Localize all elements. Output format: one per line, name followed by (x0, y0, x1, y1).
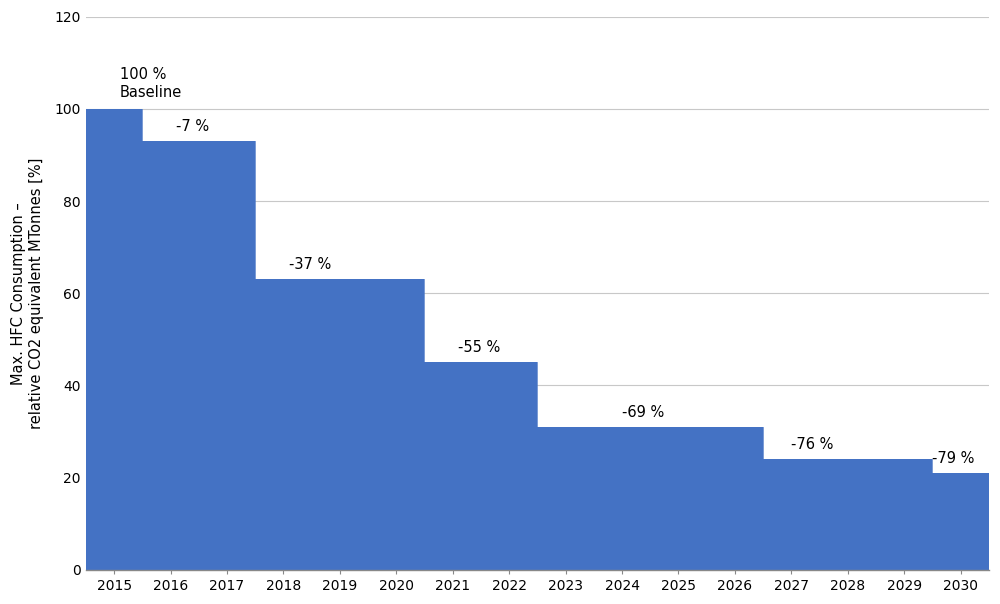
Text: -76 %: -76 % (791, 437, 834, 452)
Text: -55 %: -55 % (458, 341, 501, 356)
Y-axis label: Max. HFC Consumption –
relative CO2 equivalent MTonnes [%]: Max. HFC Consumption – relative CO2 equi… (11, 158, 44, 429)
Text: -79 %: -79 % (932, 451, 975, 466)
Text: 100 %
Baseline: 100 % Baseline (120, 67, 182, 100)
Text: -7 %: -7 % (176, 119, 209, 134)
Text: -37 %: -37 % (289, 257, 331, 272)
Text: -69 %: -69 % (622, 405, 664, 420)
